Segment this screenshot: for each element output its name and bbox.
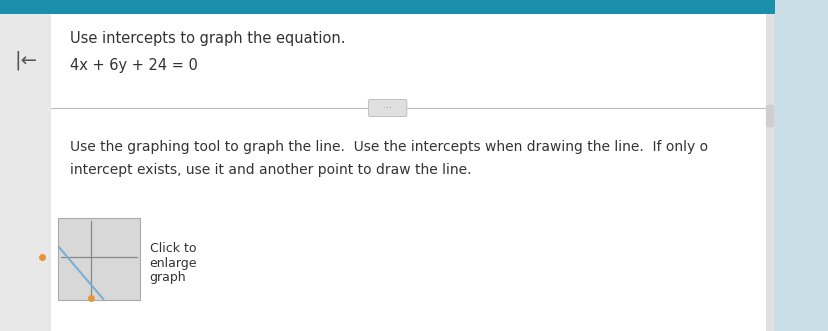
Text: graph: graph: [149, 270, 186, 283]
FancyBboxPatch shape: [765, 14, 774, 331]
FancyBboxPatch shape: [58, 218, 140, 300]
Text: Use intercepts to graph the equation.: Use intercepts to graph the equation.: [70, 30, 345, 45]
Text: Click to: Click to: [149, 243, 196, 256]
FancyBboxPatch shape: [0, 0, 774, 14]
Text: intercept exists, use it and another point to draw the line.: intercept exists, use it and another poi…: [70, 163, 471, 177]
Text: 4x + 6y + 24 = 0: 4x + 6y + 24 = 0: [70, 58, 198, 72]
Text: enlarge: enlarge: [149, 257, 197, 269]
Text: |←: |←: [15, 50, 37, 70]
Text: Use the graphing tool to graph the line.  Use the intercepts when drawing the li: Use the graphing tool to graph the line.…: [70, 140, 707, 154]
FancyBboxPatch shape: [368, 100, 407, 117]
FancyBboxPatch shape: [765, 105, 773, 127]
FancyBboxPatch shape: [51, 14, 774, 331]
Text: ···: ···: [383, 103, 392, 113]
FancyBboxPatch shape: [0, 14, 51, 331]
